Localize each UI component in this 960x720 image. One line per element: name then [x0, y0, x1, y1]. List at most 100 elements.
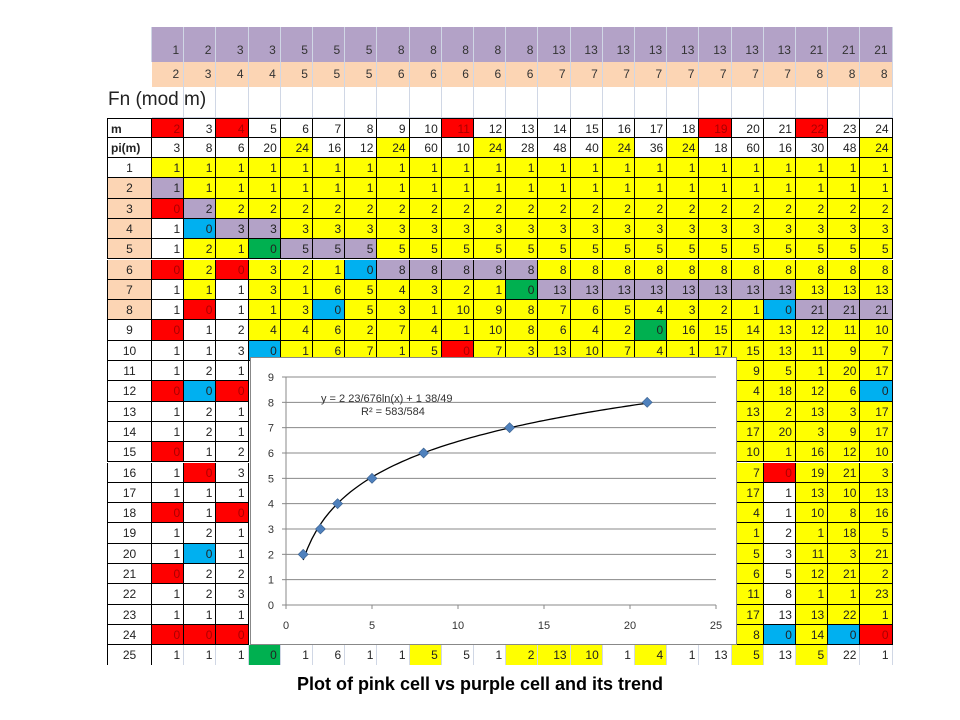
table-cell[interactable]: 1 [184, 645, 217, 666]
table-cell[interactable]: 9 [474, 300, 507, 321]
m-cell[interactable]: 11 [441, 118, 474, 138]
pi-cell[interactable]: 16 [763, 138, 796, 158]
purple-cell[interactable]: 3 [248, 27, 281, 62]
table-cell[interactable]: 10 [441, 300, 474, 321]
table-cell[interactable]: 5 [763, 361, 796, 382]
table-cell[interactable]: 5 [345, 300, 378, 321]
table-cell[interactable]: 6 [731, 564, 764, 585]
table-cell[interactable]: 10 [860, 320, 893, 341]
table-cell[interactable]: 8 [796, 259, 829, 280]
empty-cell[interactable] [184, 87, 217, 118]
pink-cell[interactable]: 8 [860, 62, 893, 87]
table-cell[interactable]: 1 [635, 158, 668, 179]
table-cell[interactable]: 2 [474, 198, 507, 219]
table-cell[interactable]: 13 [860, 482, 893, 504]
table-cell[interactable]: 3 [860, 218, 893, 240]
pink-cell[interactable]: 6 [377, 62, 410, 87]
table-cell[interactable]: 2 [184, 198, 217, 219]
table-cell[interactable]: 1 [216, 239, 249, 260]
table-cell[interactable]: 2 [635, 198, 668, 219]
table-cell[interactable]: 17 [731, 421, 764, 443]
table-cell[interactable]: 1 [345, 158, 378, 179]
table-cell[interactable]: 0 [152, 381, 185, 402]
table-cell[interactable]: 8 [441, 259, 474, 280]
table-cell[interactable]: 1 [152, 239, 185, 260]
table-cell[interactable]: 1 [667, 178, 700, 199]
table-cell[interactable]: 2 [216, 442, 249, 463]
table-cell[interactable]: 1 [184, 178, 217, 199]
table-cell[interactable]: 17 [731, 482, 764, 504]
table-cell[interactable]: 3 [602, 218, 635, 240]
table-cell[interactable]: 2 [570, 198, 603, 219]
table-cell[interactable]: 0 [763, 624, 796, 646]
table-cell[interactable]: 2 [763, 198, 796, 219]
table-cell[interactable]: 0 [216, 381, 249, 402]
table-cell[interactable]: 1 [731, 158, 764, 179]
table-cell[interactable]: 11 [796, 543, 829, 564]
table-cell[interactable]: 21 [860, 300, 893, 321]
table-cell[interactable]: 3 [409, 218, 442, 240]
table-cell[interactable]: 1 [184, 279, 217, 301]
table-cell[interactable]: 1 [248, 158, 281, 179]
table-cell[interactable]: 1 [796, 361, 829, 382]
m-cell[interactable]: 14 [538, 118, 571, 138]
table-cell[interactable]: 12 [796, 381, 829, 402]
table-cell[interactable]: 1 [538, 158, 571, 179]
table-cell[interactable]: 21 [828, 300, 861, 321]
table-cell[interactable]: 3 [667, 218, 700, 240]
pink-cell[interactable]: 6 [474, 62, 507, 87]
table-cell[interactable]: 3 [763, 218, 796, 240]
table-cell[interactable]: 1 [216, 482, 249, 504]
table-cell[interactable]: 2 [184, 361, 217, 382]
table-cell[interactable]: 2 [345, 198, 378, 219]
m-cell[interactable]: 13 [506, 118, 539, 138]
table-cell[interactable]: 1 [635, 178, 668, 199]
m-cell[interactable]: 3 [184, 118, 217, 138]
table-cell[interactable]: 6 [313, 645, 346, 666]
table-cell[interactable]: 5 [860, 523, 893, 544]
table-cell[interactable]: 1 [763, 482, 796, 504]
table-cell[interactable]: 1 [377, 158, 410, 179]
table-cell[interactable]: 1 [313, 259, 346, 280]
table-cell[interactable]: 8 [602, 259, 635, 280]
table-cell[interactable]: 1 [441, 158, 474, 179]
table-cell[interactable]: 0 [828, 624, 861, 646]
table-cell[interactable]: 8 [635, 259, 668, 280]
table-cell[interactable]: 5 [828, 239, 861, 260]
table-cell[interactable]: 18 [828, 523, 861, 544]
table-cell[interactable]: 2 [796, 198, 829, 219]
table-cell[interactable]: 12 [796, 320, 829, 341]
table-cell[interactable]: 1 [667, 158, 700, 179]
table-cell[interactable]: 1 [506, 158, 539, 179]
empty-cell[interactable] [635, 87, 668, 118]
table-cell[interactable]: 0 [152, 198, 185, 219]
table-cell[interactable]: 0 [635, 320, 668, 341]
table-cell[interactable]: 16 [667, 320, 700, 341]
table-cell[interactable]: 5 [796, 645, 829, 666]
table-cell[interactable]: 1 [184, 604, 217, 625]
table-cell[interactable]: 3 [441, 218, 474, 240]
pi-cell[interactable]: 60 [409, 138, 442, 158]
table-cell[interactable]: 5 [635, 239, 668, 260]
table-cell[interactable]: 1 [248, 300, 281, 321]
table-cell[interactable]: 3 [377, 300, 410, 321]
table-cell[interactable]: 0 [184, 218, 217, 240]
table-cell[interactable]: 0 [184, 381, 217, 402]
table-cell[interactable]: 20 [828, 361, 861, 382]
pi-cell[interactable]: 24 [474, 138, 507, 158]
table-cell[interactable]: 1 [474, 178, 507, 199]
table-cell[interactable]: 2 [184, 401, 217, 422]
purple-cell[interactable]: 13 [538, 27, 571, 62]
table-cell[interactable]: 3 [377, 218, 410, 240]
table-cell[interactable]: 4 [731, 381, 764, 402]
pink-cell[interactable]: 6 [506, 62, 539, 87]
table-cell[interactable]: 13 [731, 401, 764, 422]
table-cell[interactable]: 2 [763, 523, 796, 544]
table-cell[interactable]: 5 [731, 645, 764, 666]
table-cell[interactable]: 3 [828, 543, 861, 564]
table-cell[interactable]: 3 [248, 259, 281, 280]
table-cell[interactable]: 4 [570, 320, 603, 341]
table-cell[interactable]: 15 [699, 320, 732, 341]
table-cell[interactable]: 8 [860, 259, 893, 280]
table-cell[interactable]: 6 [313, 320, 346, 341]
